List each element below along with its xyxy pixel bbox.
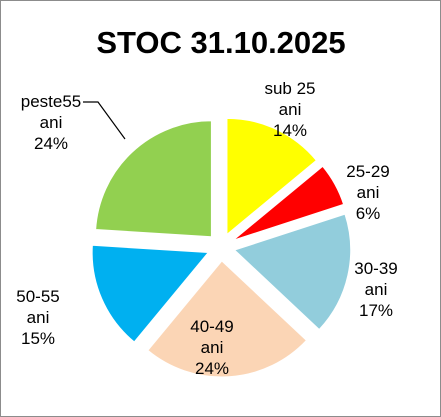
pie-slice-3 xyxy=(233,213,352,331)
pie-slice-5 xyxy=(91,244,210,343)
slice-label-1: sub 25 ani 14% xyxy=(264,79,315,140)
slice-label-5: 50-55 ani 15% xyxy=(16,287,59,348)
chart-title: STOC 31.10.2025 xyxy=(96,25,345,60)
leader-line-peste55 xyxy=(83,101,126,140)
slice-label-3: 30-39 ani 17% xyxy=(354,259,397,320)
slice-label-6: peste55 ani 24% xyxy=(21,92,82,153)
pie-slice-4 xyxy=(147,260,308,378)
slice-label-2: 25-29 ani 6% xyxy=(346,162,389,223)
slice-labels: sub 25 ani 14% 25-29 ani 6% 30-39 ani 17% 40-49 an… xyxy=(16,79,397,378)
pie-slices xyxy=(91,117,352,378)
pie-slice-6 xyxy=(95,120,212,238)
slice-label-4: 40-49 ani 24% xyxy=(190,317,233,378)
pie-slice-2 xyxy=(232,165,345,241)
pie-slice-1 xyxy=(226,117,318,236)
